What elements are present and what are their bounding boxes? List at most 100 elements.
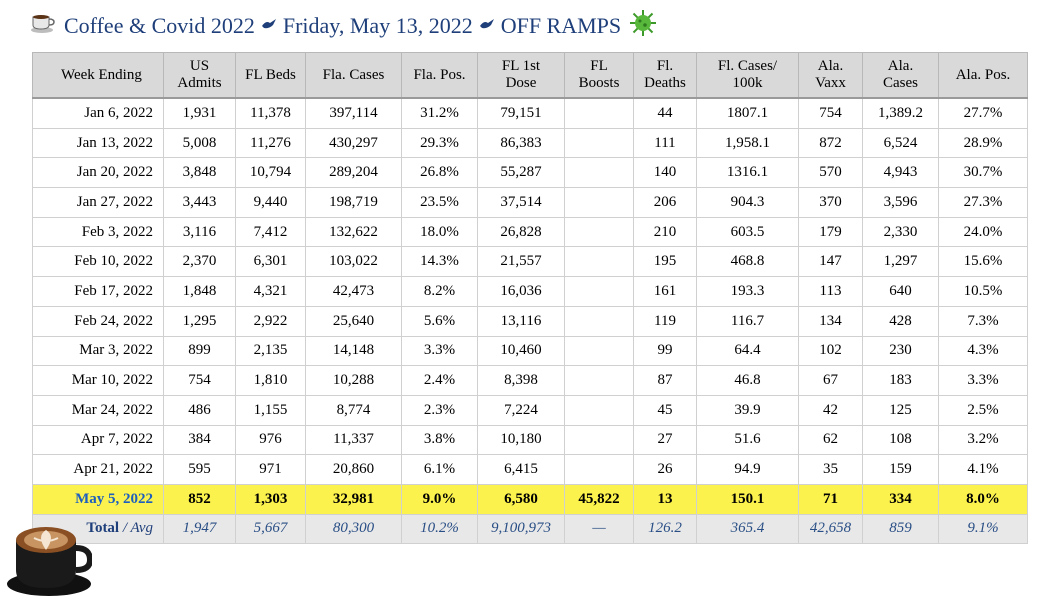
table-cell: 55,287 <box>477 157 565 189</box>
table-cell: 111 <box>633 127 697 159</box>
table-cell: 2,922 <box>235 305 306 337</box>
column-header: Week Ending <box>32 52 164 99</box>
table-cell: 852 <box>163 483 236 515</box>
table-cell <box>564 394 634 426</box>
table-cell: 2,370 <box>163 246 236 278</box>
table-cell: 397,114 <box>305 97 402 129</box>
column-header: FL 1st Dose <box>477 52 565 99</box>
table-cell: 28.9% <box>938 127 1028 159</box>
title-date: Friday, May 13, 2022 <box>282 13 473 38</box>
table-cell: 27.3% <box>938 187 1028 218</box>
table-cell: 102 <box>798 335 863 367</box>
table-cell: 6.1% <box>401 454 478 485</box>
table-cell: 8.0% <box>938 483 1028 515</box>
table-cell: 595 <box>163 454 236 485</box>
table-cell: 2.4% <box>401 365 478 396</box>
table-cell: 11,337 <box>305 424 402 456</box>
table-cell: 26 <box>633 454 697 485</box>
table-cell: 29.3% <box>401 127 478 159</box>
dove-icon <box>261 18 277 35</box>
table-cell: 11,276 <box>235 127 306 159</box>
table-cell: 1,389.2 <box>862 97 939 129</box>
table-cell: 1,303 <box>235 483 306 515</box>
column-header: Ala. Vaxx <box>798 52 863 99</box>
table-cell: 5,008 <box>163 127 236 159</box>
table-cell: 16,036 <box>477 276 565 307</box>
table-cell <box>564 424 634 456</box>
table-cell: 35 <box>798 454 863 485</box>
table-cell: 14.3% <box>401 246 478 278</box>
table-cell: 67 <box>798 365 863 396</box>
table-cell: 3,596 <box>862 187 939 218</box>
table-cell <box>564 454 634 485</box>
table-cell <box>564 127 634 159</box>
table-cell: 113 <box>798 276 863 307</box>
table-cell: 37,514 <box>477 187 565 218</box>
table-cell: 183 <box>862 365 939 396</box>
table-cell: 11,378 <box>235 97 306 129</box>
table-cell: 334 <box>862 483 939 515</box>
total-cell: 9.1% <box>938 513 1028 545</box>
table-cell <box>564 187 634 218</box>
page-title: Coffee & Covid 2022 Friday, May 13, 2022… <box>30 8 657 44</box>
table-cell: 2,330 <box>862 216 939 248</box>
table-cell: 2,135 <box>235 335 306 367</box>
total-cell: 5,667 <box>235 513 306 545</box>
table-cell: 99 <box>633 335 697 367</box>
column-header: Ala. Pos. <box>938 52 1028 99</box>
table-cell <box>564 305 634 337</box>
week-ending-cell: Jan 13, 2022 <box>32 127 164 159</box>
table-cell: 3,443 <box>163 187 236 218</box>
week-ending-cell: Jan 27, 2022 <box>32 187 164 218</box>
table-cell: 9.0% <box>401 483 478 515</box>
table-cell: 30.7% <box>938 157 1028 189</box>
table-cell: 140 <box>633 157 697 189</box>
table-cell: 18.0% <box>401 216 478 248</box>
table-cell: 603.5 <box>696 216 799 248</box>
week-ending-cell: Apr 7, 2022 <box>32 424 164 456</box>
total-cell: 10.2% <box>401 513 478 545</box>
week-ending-cell: Mar 3, 2022 <box>32 335 164 367</box>
table-cell: 4,943 <box>862 157 939 189</box>
table-cell: 1,848 <box>163 276 236 307</box>
table-cell: 159 <box>862 454 939 485</box>
table-cell: 289,204 <box>305 157 402 189</box>
total-cell: 1,947 <box>163 513 236 545</box>
table-cell: 8.2% <box>401 276 478 307</box>
table-row: Mar 3, 2022 899 2,135 14,148 3.3% 10,460 99 64.… <box>32 335 1028 367</box>
table-row: Jan 27, 2022 3,443 9,440 198,719 23.5% 37,514… <box>32 187 1028 218</box>
table-cell: 3.2% <box>938 424 1028 456</box>
covid-data-table: Week Ending US Admits FL Beds Fla. Cases Fla.… <box>32 52 1028 545</box>
week-ending-cell: Mar 10, 2022 <box>32 365 164 396</box>
table-cell: 206 <box>633 187 697 218</box>
table-row: Feb 10, 2022 2,370 6,301 103,022 14.3% 21,557… <box>32 246 1028 278</box>
table-cell: 94.9 <box>696 454 799 485</box>
table-cell: 31.2% <box>401 97 478 129</box>
table-cell: 1,810 <box>235 365 306 396</box>
table-cell: 5.6% <box>401 305 478 337</box>
table-cell: 42 <box>798 394 863 426</box>
table-cell: 51.6 <box>696 424 799 456</box>
table-row: Jan 6, 2022 1,931 11,378 397,114 31.2% 79,151… <box>32 97 1028 129</box>
latte-art-cup-icon <box>6 520 94 602</box>
table-cell: 86,383 <box>477 127 565 159</box>
table-cell: 2.3% <box>401 394 478 426</box>
table-cell: 147 <box>798 246 863 278</box>
table-cell: 7,412 <box>235 216 306 248</box>
table-cell: 210 <box>633 216 697 248</box>
coffee-cup-icon <box>30 12 56 40</box>
table-cell: 1316.1 <box>696 157 799 189</box>
table-cell: 26.8% <box>401 157 478 189</box>
table-cell: 71 <box>798 483 863 515</box>
table-cell <box>564 97 634 129</box>
table-row: Jan 20, 2022 3,848 10,794 289,204 26.8% 55,28… <box>32 157 1028 189</box>
table-row: Mar 10, 2022 754 1,810 10,288 2.4% 8,398 87 46.… <box>32 365 1028 396</box>
table-header-row: Week Ending US Admits FL Beds Fla. Cases Fla.… <box>32 52 1028 99</box>
total-cell: 42,658 <box>798 513 863 545</box>
table-cell: 25,640 <box>305 305 402 337</box>
table-cell: 8,398 <box>477 365 565 396</box>
total-cell: — <box>564 513 634 545</box>
table-row: Mar 24, 2022 486 1,155 8,774 2.3% 7,224 45 39.9… <box>32 394 1028 426</box>
table-cell: 230 <box>862 335 939 367</box>
table-cell: 161 <box>633 276 697 307</box>
